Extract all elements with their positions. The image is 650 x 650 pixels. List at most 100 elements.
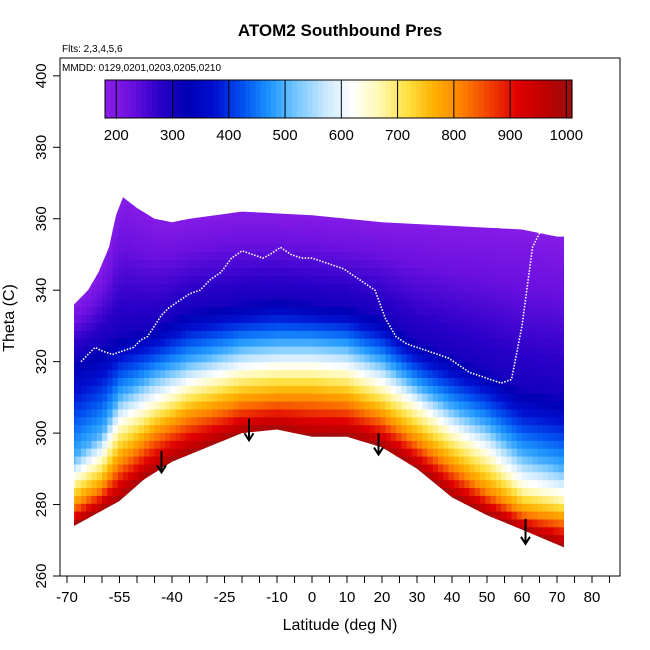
field-cell <box>243 511 250 520</box>
field-cell <box>511 526 518 536</box>
field-cell <box>207 251 213 261</box>
field-cell <box>348 290 355 300</box>
field-cell <box>75 275 82 284</box>
field-cell <box>275 322 282 331</box>
field-cell <box>432 495 439 504</box>
field-cell <box>469 361 476 371</box>
field-cell <box>275 235 282 245</box>
field-cell <box>91 377 98 386</box>
field-cell <box>459 235 465 245</box>
field-cell <box>102 243 108 253</box>
field-cell <box>422 408 429 418</box>
field-cell <box>432 259 439 268</box>
field-cell <box>338 204 345 213</box>
field-cell <box>364 204 371 213</box>
field-cell <box>338 322 345 331</box>
field-cell <box>233 228 240 237</box>
field-cell <box>306 456 313 465</box>
field-cell <box>285 283 292 292</box>
field-cell <box>401 267 408 276</box>
field-cell <box>254 228 261 237</box>
field-cell <box>233 495 240 504</box>
field-cell <box>464 290 471 300</box>
field-cell <box>406 290 413 300</box>
field-cell <box>564 519 570 528</box>
field-cell <box>396 526 402 536</box>
field-cell <box>154 393 161 402</box>
field-cell <box>128 298 135 308</box>
field-cell <box>154 338 161 347</box>
field-cell <box>74 283 77 292</box>
field-cell <box>338 181 344 190</box>
field-cell <box>401 377 408 386</box>
field-cell <box>138 456 145 465</box>
field-cell <box>338 251 345 261</box>
field-cell <box>81 189 87 198</box>
field-cell <box>516 361 523 371</box>
field-cell <box>375 385 381 394</box>
field-cell <box>291 338 297 347</box>
field-cell <box>180 322 187 331</box>
field-cell <box>333 275 339 284</box>
field-cell <box>296 251 303 261</box>
field-cell <box>532 487 539 496</box>
field-cell <box>390 385 397 394</box>
field-cell <box>74 385 77 394</box>
field-cell <box>422 189 428 198</box>
field-cell <box>369 322 376 331</box>
field-cell <box>443 228 450 237</box>
field-cell <box>417 290 423 300</box>
field-cell <box>359 495 366 504</box>
field-cell <box>506 377 513 386</box>
field-cell <box>543 487 549 496</box>
field-cell <box>91 526 98 536</box>
field-cell <box>390 361 397 371</box>
field-cell <box>459 550 465 559</box>
field-cell <box>490 495 497 504</box>
field-cell <box>75 518 82 528</box>
field-cell <box>181 181 187 190</box>
field-cell <box>112 424 119 433</box>
field-cell <box>553 463 560 473</box>
field-cell <box>427 503 434 512</box>
field-cell <box>228 542 234 548</box>
field-cell <box>516 487 523 496</box>
field-cell <box>558 432 564 441</box>
field-cell <box>285 385 292 394</box>
field-cell <box>149 189 155 198</box>
field-cell <box>249 534 255 544</box>
field-cell <box>212 275 219 284</box>
field-cell <box>301 369 308 378</box>
field-cell <box>448 416 455 426</box>
field-cell <box>385 267 392 276</box>
field-cell <box>75 456 82 465</box>
field-cell <box>233 526 240 536</box>
field-cell <box>338 456 345 465</box>
field-cell <box>506 189 512 198</box>
field-cell <box>107 259 114 268</box>
field-cell <box>327 440 334 449</box>
field-cell <box>238 197 245 206</box>
field-cell <box>96 503 103 512</box>
field-cell <box>375 306 381 316</box>
field-cell <box>102 416 108 426</box>
field-cell <box>322 542 329 548</box>
field-cell <box>443 456 450 465</box>
field-cell <box>75 251 82 261</box>
field-cell <box>97 550 103 559</box>
field-cell <box>480 424 486 433</box>
field-cell <box>490 456 497 465</box>
field-cell <box>354 251 360 261</box>
field-cell <box>396 471 402 481</box>
field-cell <box>401 401 408 410</box>
field-cell <box>359 393 366 402</box>
field-cell <box>396 503 402 512</box>
field-cell <box>123 369 129 378</box>
field-cell <box>243 495 250 504</box>
field-cell <box>102 267 108 276</box>
field-cell <box>438 393 444 402</box>
field-cell <box>291 243 297 253</box>
field-cell <box>81 267 87 276</box>
field-cell <box>249 385 255 394</box>
field-cell <box>496 550 502 559</box>
